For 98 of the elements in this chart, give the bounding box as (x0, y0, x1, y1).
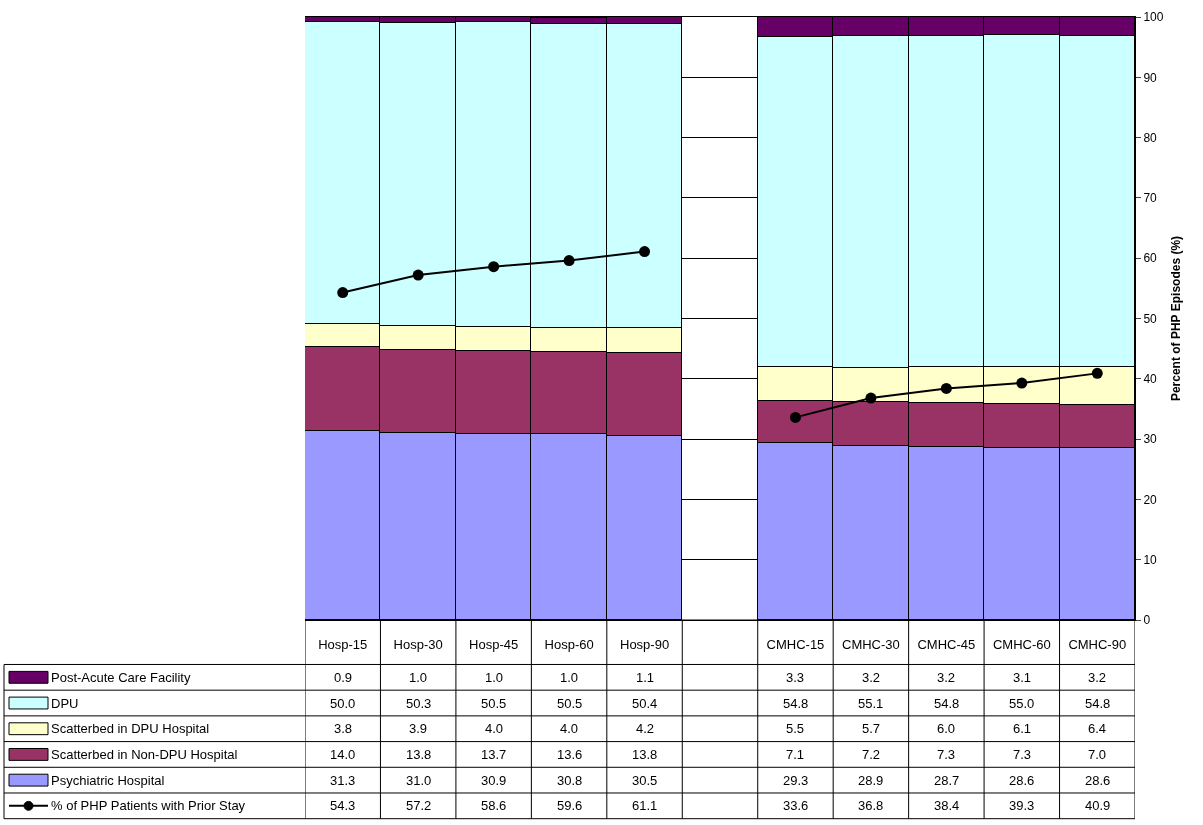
y-tick-label: 80 (1143, 130, 1158, 145)
data-label: 3.3 (786, 670, 805, 685)
data-label: 4.2 (636, 721, 655, 736)
data-label: 3.8 (334, 721, 353, 736)
data-label: 50.0 (330, 696, 356, 711)
data-label: 28.6 (1009, 773, 1035, 788)
point (940, 382, 952, 394)
data-label: 3.9 (409, 721, 428, 736)
data-label: 13.8 (406, 747, 432, 762)
data-label: 28.9 (858, 773, 884, 788)
data-label: 7.3 (937, 747, 956, 762)
data-label: 3.2 (937, 670, 956, 685)
y-axis-title: Percent of PHP Episodes (%) (1168, 235, 1183, 402)
data-label: 5.7 (862, 721, 881, 736)
y-tick-label: 50 (1143, 311, 1158, 326)
data-label: 54.8 (934, 696, 960, 711)
data-label: 50.5 (481, 696, 507, 711)
legend-label: % of PHP Patients with Prior Stay (51, 798, 246, 813)
data-label: 7.0 (1088, 747, 1107, 762)
point (1091, 367, 1103, 379)
x-tick-label: CMHC-30 (842, 636, 900, 652)
data-label: 30.8 (557, 773, 583, 788)
legend-label: Post-Acute Care Facility (51, 670, 191, 685)
x-tick-label: Hosp-90 (619, 636, 670, 652)
data-label: 31.3 (330, 773, 356, 788)
point (865, 392, 877, 404)
data-label: 7.3 (1013, 747, 1032, 762)
data-label: 54.3 (330, 798, 356, 813)
legend-label: DPU (51, 696, 79, 711)
data-label: 30.9 (481, 773, 507, 788)
y-tick-label: 40 (1143, 372, 1158, 386)
data-label: 4.0 (560, 721, 579, 736)
point (1016, 377, 1028, 389)
x-tick-label: CMHC-90 (1068, 636, 1127, 652)
data-label: 40.9 (1085, 798, 1111, 813)
data-label: 13.8 (632, 747, 658, 762)
data-label: 1.0 (409, 670, 428, 685)
data-label: 3.2 (862, 670, 881, 685)
data-label: 7.2 (862, 747, 881, 762)
data-label: 54.8 (1085, 696, 1111, 711)
data-label: 3.1 (1013, 670, 1032, 685)
data-label: 6.4 (1088, 721, 1107, 736)
data-label: 6.1 (1013, 721, 1032, 736)
x-tick-label: Hosp-30 (393, 636, 443, 652)
y-tick-label: 20 (1143, 492, 1158, 507)
data-label: 28.7 (934, 773, 960, 788)
y-tick-label: 10 (1143, 552, 1158, 567)
data-label: 0.9 (334, 670, 353, 685)
data-label: 30.5 (632, 773, 658, 788)
data-label: 58.6 (481, 798, 507, 813)
y-tick-label: 100 (1143, 10, 1164, 25)
data-label: 14.0 (330, 747, 356, 762)
point (639, 246, 651, 258)
data-label: 4.0 (485, 721, 504, 736)
point (789, 411, 801, 423)
data-label: 1.0 (485, 670, 504, 685)
data-label: 6.0 (937, 721, 956, 736)
data-label: 33.6 (783, 798, 809, 813)
data-label: 50.4 (632, 696, 658, 711)
x-tick-label: Hosp-45 (469, 636, 519, 652)
x-tick-label: Hosp-60 (544, 636, 594, 652)
data-label: 5.5 (786, 721, 805, 736)
point (337, 287, 349, 299)
point (488, 261, 500, 273)
data-label: 1.0 (560, 670, 579, 685)
data-label: 61.1 (632, 798, 658, 813)
data-label: 54.8 (783, 696, 809, 711)
y-tick-label: 60 (1143, 251, 1158, 266)
data-label: 38.4 (934, 798, 960, 813)
legend-label: Scatterbed in Non-DPU Hospital (51, 747, 238, 762)
data-label: 57.2 (406, 798, 432, 813)
y-tick-label: 90 (1143, 70, 1158, 85)
data-label: 50.3 (406, 696, 432, 711)
y-tick-label: 0 (1143, 613, 1151, 628)
data-label: 55.0 (1009, 696, 1035, 711)
data-label: 1.1 (636, 670, 655, 685)
point (563, 255, 575, 267)
y-tick-label: 70 (1143, 191, 1158, 206)
data-label: 31.0 (406, 773, 432, 788)
data-label: 50.5 (557, 696, 583, 711)
x-tick-label: CMHC-60 (992, 636, 1051, 652)
data-label: 13.7 (481, 747, 507, 762)
legend-label: Scatterbed in DPU Hospital (51, 721, 210, 736)
legend-label: Psychiatric Hospital (51, 773, 165, 788)
point (412, 269, 424, 281)
data-label: 29.3 (783, 773, 809, 788)
data-label: 59.6 (557, 798, 583, 813)
data-label: 7.1 (786, 747, 805, 762)
data-label: 13.6 (557, 747, 583, 762)
data-label: 28.6 (1085, 773, 1111, 788)
x-tick-label: Hosp-15 (318, 636, 368, 652)
data-label: 36.8 (858, 798, 884, 813)
y-tick-label: 30 (1143, 432, 1158, 447)
data-label: 55.1 (858, 696, 884, 711)
data-label: 39.3 (1009, 798, 1035, 813)
x-tick-label: CMHC-15 (766, 636, 825, 652)
data-label: 3.2 (1088, 670, 1107, 685)
x-tick-label: CMHC-45 (917, 636, 976, 652)
